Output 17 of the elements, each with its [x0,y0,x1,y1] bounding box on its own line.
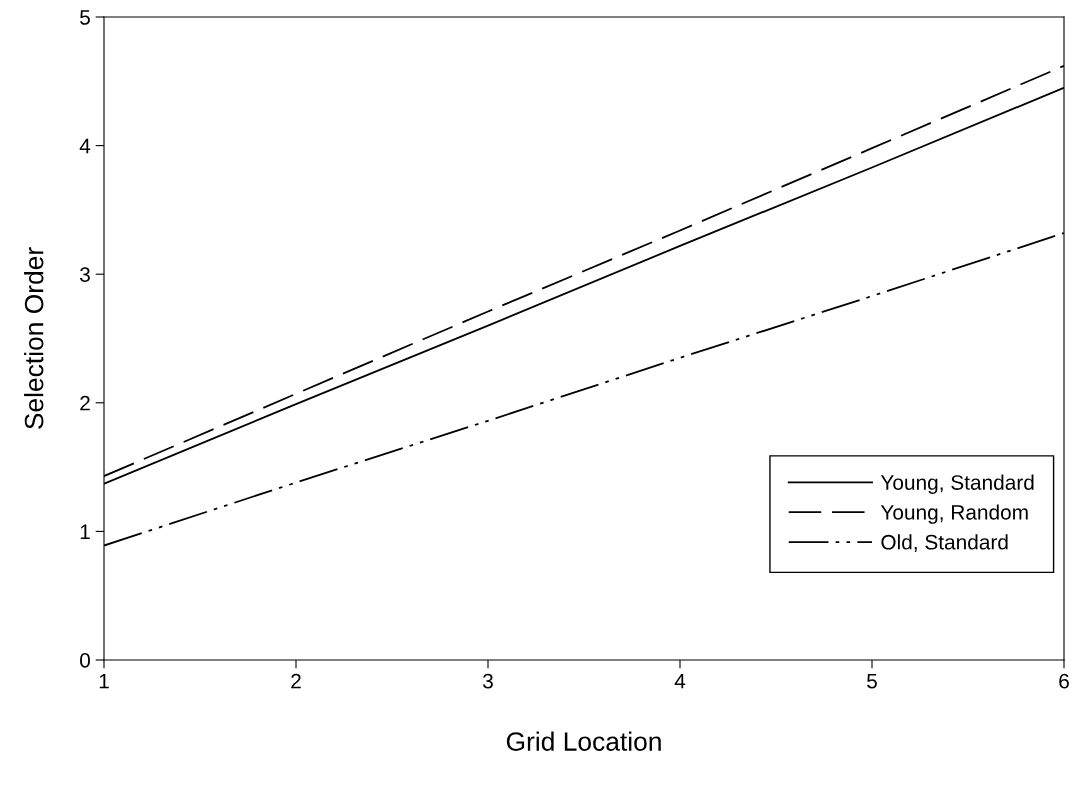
x-tick-label: 2 [291,673,301,689]
y-tick-label: 1 [80,524,90,539]
x-axis-title: Grid Location [506,731,661,751]
y-axis-title: Selection Order [24,247,44,429]
y-tick-label: 3 [80,267,90,282]
y-tick-label: 4 [79,138,91,154]
x-tick-label: 6 [1059,673,1069,689]
y-tick-label: 5 [80,10,90,25]
y-tick-label: 2 [80,395,90,411]
x-tick-label: 1 [99,673,109,689]
legend-label: Young, Standard [880,474,1034,494]
x-tick-label: 4 [674,673,686,689]
x-tick-label: 3 [483,673,493,689]
x-tick-label: 5 [867,673,877,689]
legend-label: Young, Random [880,504,1028,524]
y-tick-label: 0 [80,653,90,668]
legend-label: Old, Standard [881,534,1008,553]
